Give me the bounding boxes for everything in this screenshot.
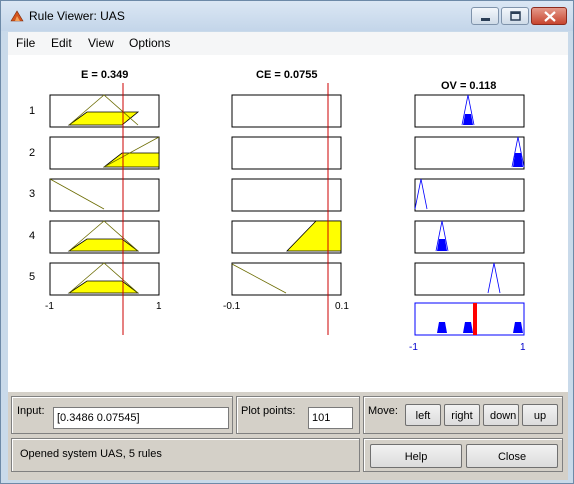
input-label: Input: xyxy=(17,405,45,417)
input-ce-title: CE = 0.0755 xyxy=(256,69,318,81)
rule-plots-area: E = 0.349 CE = 0.0755 OV = 0.118 1 2 3 4… xyxy=(8,55,568,392)
rule-5-e-mf xyxy=(49,262,160,296)
move-left-button[interactable]: left xyxy=(405,404,441,426)
rule-1-ov-mf xyxy=(414,94,525,128)
title-bar: Rule Viewer: UAS xyxy=(1,1,573,31)
maximize-button[interactable] xyxy=(501,7,529,25)
rule-4-ce-mf xyxy=(231,220,342,254)
plot-points-field[interactable] xyxy=(308,407,353,429)
status-text: Opened system UAS, 5 rules xyxy=(20,448,162,460)
close-button[interactable]: Close xyxy=(466,444,558,468)
rule-1-e-mf xyxy=(49,94,160,128)
menu-options[interactable]: Options xyxy=(129,36,171,50)
rule-number: 1 xyxy=(29,105,36,117)
rule-number: 4 xyxy=(29,230,36,242)
menu-view[interactable]: View xyxy=(88,36,114,50)
rule-number: 3 xyxy=(29,188,36,200)
rule-number: 5 xyxy=(29,271,36,283)
aggregate-output-plot xyxy=(414,302,525,336)
rule-2-e-mf xyxy=(49,136,160,170)
close-icon xyxy=(544,11,556,22)
matlab-icon xyxy=(10,10,24,22)
rule-5-ov-mf xyxy=(414,262,525,296)
ce-axis-min: -0.1 xyxy=(223,301,241,312)
help-close-panel: Help Close xyxy=(363,438,563,472)
close-window-button[interactable] xyxy=(531,7,567,25)
input-e-title: E = 0.349 xyxy=(81,69,129,81)
rule-number: 2 xyxy=(29,147,36,159)
move-panel: Move: left right down up xyxy=(363,396,563,434)
input-panel: Input: xyxy=(11,396,233,434)
menu-edit[interactable]: Edit xyxy=(51,36,72,50)
menu-bar: File Edit View Options xyxy=(8,32,568,56)
maximize-icon xyxy=(510,11,521,21)
move-right-button[interactable]: right xyxy=(444,404,480,426)
ov-axis-max: 1 xyxy=(520,342,526,353)
window-title: Rule Viewer: UAS xyxy=(29,9,125,23)
output-ov-title: OV = 0.118 xyxy=(441,80,497,92)
move-up-button[interactable]: up xyxy=(522,404,558,426)
rule-3-ov-mf xyxy=(414,178,525,212)
move-label: Move: xyxy=(368,405,398,417)
rule-2-ov-mf xyxy=(414,136,525,170)
rule-3-ce-mf xyxy=(231,178,342,212)
minimize-icon xyxy=(481,18,490,21)
controls-area: Input: Plot points: Move: left right dow… xyxy=(8,392,568,480)
ov-axis-min: -1 xyxy=(409,342,418,353)
input-vector-field[interactable] xyxy=(53,407,229,429)
rule-4-ov-mf xyxy=(414,220,525,254)
client-area: E = 0.349 CE = 0.0755 OV = 0.118 1 2 3 4… xyxy=(8,55,568,480)
rule-4-e-mf xyxy=(49,220,160,254)
status-panel: Opened system UAS, 5 rules xyxy=(11,438,360,472)
plot-points-panel: Plot points: xyxy=(236,396,360,434)
membership-functions-svg xyxy=(49,83,525,336)
rule-2-ce-mf xyxy=(231,136,342,170)
help-button[interactable]: Help xyxy=(370,444,462,468)
output-value-bar xyxy=(473,303,477,335)
rule-3-e-mf xyxy=(49,178,160,212)
rule-1-ce-mf xyxy=(231,94,342,128)
ce-axis-max: 0.1 xyxy=(335,301,349,312)
rule-5-ce-mf xyxy=(231,262,342,296)
menu-file[interactable]: File xyxy=(16,36,36,50)
minimize-button[interactable] xyxy=(471,7,499,25)
plot-points-label: Plot points: xyxy=(241,405,296,417)
move-down-button[interactable]: down xyxy=(483,404,519,426)
e-axis-max: 1 xyxy=(156,301,162,312)
e-axis-min: -1 xyxy=(45,301,54,312)
